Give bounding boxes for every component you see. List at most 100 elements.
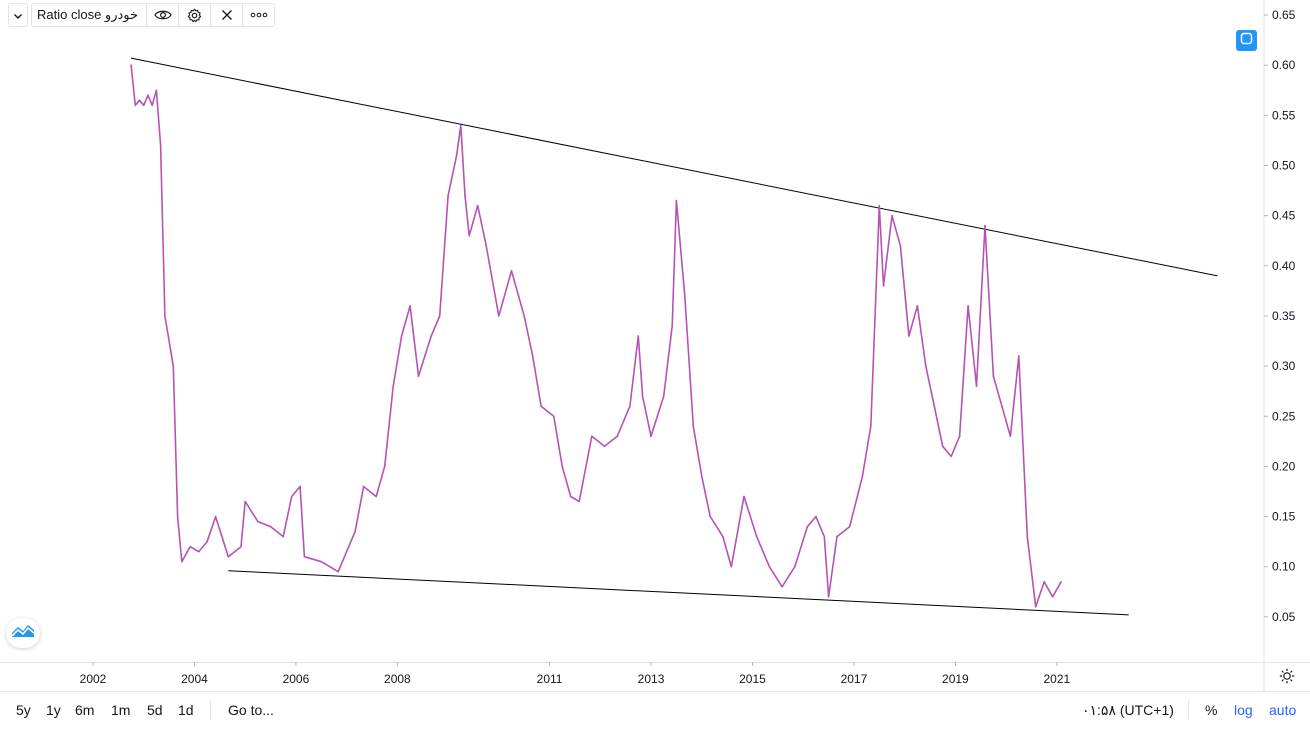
- data-point: [637, 335, 640, 337]
- data-point: [1018, 355, 1020, 357]
- trendline: [130, 57, 1218, 277]
- data-point: [383, 465, 386, 468]
- data-point: [933, 405, 936, 408]
- more-icon[interactable]: [242, 4, 274, 26]
- data-point: [455, 154, 458, 157]
- data-point: [908, 335, 910, 337]
- data-point: [958, 435, 961, 438]
- x-tick-label: 2006: [283, 672, 310, 686]
- data-point: [629, 405, 631, 408]
- close-icon[interactable]: [210, 4, 242, 26]
- data-point: [823, 535, 826, 538]
- data-point: [755, 535, 758, 538]
- data-point: [675, 199, 678, 202]
- data-point: [899, 244, 902, 247]
- data-point: [180, 560, 183, 563]
- data-point: [189, 545, 192, 548]
- range-6m-button[interactable]: 6m: [75, 702, 95, 718]
- range-5d-button[interactable]: 5d: [147, 702, 163, 718]
- y-tick-label: 0.10: [1272, 560, 1296, 574]
- data-point: [692, 425, 695, 428]
- y-tick-label: 0.55: [1272, 108, 1296, 122]
- data-point: [147, 94, 149, 97]
- chevron-down-icon: [13, 8, 23, 23]
- data-point: [806, 525, 809, 528]
- range-1d-button[interactable]: 1d: [178, 702, 194, 718]
- data-point: [925, 365, 927, 367]
- data-point: [891, 214, 893, 217]
- x-tick-label: 2008: [384, 672, 411, 686]
- auto-scale-button[interactable]: auto: [1269, 702, 1297, 718]
- y-tick-label: 0.30: [1272, 359, 1296, 373]
- x-tick-label: 2017: [841, 672, 868, 686]
- data-point: [848, 525, 851, 528]
- data-point: [700, 475, 703, 478]
- percent-scale-button[interactable]: %: [1205, 702, 1218, 718]
- price-axis[interactable]: 0.05 0.10 0.15 0.20 0.25 0.30 0.35 0.40 0.45 0.50…: [1264, 8, 1296, 624]
- study-title: Ratio close خودرو: [37, 7, 139, 22]
- data-point: [1001, 405, 1003, 408]
- data-point: [430, 335, 432, 337]
- range-5y-button[interactable]: 5y: [16, 702, 31, 718]
- data-point: [392, 385, 394, 387]
- data-point: [815, 515, 817, 518]
- data-point: [793, 565, 796, 568]
- data-point: [916, 305, 919, 307]
- data-point: [159, 144, 162, 147]
- y-tick-label: 0.05: [1272, 610, 1296, 624]
- data-point: [870, 425, 872, 428]
- data-point: [257, 520, 259, 523]
- data-point: [569, 495, 572, 498]
- data-point: [197, 550, 200, 553]
- series-legend: Ratio close خودرو: [8, 3, 276, 27]
- chart-settings-button[interactable]: [1277, 668, 1297, 688]
- eye-icon[interactable]: [146, 4, 178, 26]
- goto-button[interactable]: Go to...: [228, 702, 274, 718]
- data-point: [1043, 580, 1045, 583]
- data-point: [485, 244, 487, 247]
- data-point: [882, 285, 885, 287]
- data-point: [375, 495, 378, 498]
- x-tick-label: 2013: [638, 672, 665, 686]
- time-axis[interactable]: 2002 2004 2006 2008 2011 2013 2015 2017 2019 2021: [80, 662, 1071, 686]
- maximize-chart-button[interactable]: [1236, 30, 1257, 51]
- data-point: [781, 585, 783, 588]
- range-1y-button[interactable]: 1y: [46, 702, 61, 718]
- log-scale-button[interactable]: log: [1234, 702, 1253, 718]
- y-tick-label: 0.50: [1272, 159, 1296, 173]
- trendline: [228, 570, 1129, 616]
- timezone-button[interactable]: ۰۱:۵۸ (UTC+1): [1082, 702, 1174, 718]
- range-1m-button[interactable]: 1m: [111, 702, 131, 718]
- data-point: [142, 104, 145, 107]
- data-point: [498, 315, 500, 317]
- data-point: [743, 495, 745, 498]
- settings-gear-icon: [1279, 668, 1295, 689]
- data-point: [768, 565, 771, 568]
- x-tick-label: 2021: [1044, 672, 1071, 686]
- data-point: [1060, 580, 1062, 583]
- data-point: [616, 435, 619, 438]
- divider: [210, 700, 211, 720]
- data-point: [299, 485, 301, 488]
- gear-icon[interactable]: [178, 4, 210, 26]
- x-tick-label: 2015: [739, 672, 766, 686]
- y-tick-label: 0.45: [1272, 209, 1296, 223]
- tradingview-logo[interactable]: [6, 618, 40, 648]
- data-point: [476, 204, 479, 207]
- data-point: [155, 89, 158, 92]
- data-point: [303, 555, 306, 558]
- y-tick-label: 0.40: [1272, 259, 1296, 273]
- data-point: [354, 530, 356, 533]
- data-point: [134, 104, 137, 107]
- divider: [1188, 700, 1189, 720]
- data-point: [464, 194, 466, 197]
- plot-area[interactable]: [130, 57, 1218, 616]
- collapse-legend-button[interactable]: [8, 3, 28, 27]
- data-point: [578, 500, 580, 503]
- y-tick-label: 0.65: [1272, 8, 1296, 22]
- study-legend-item[interactable]: Ratio close خودرو: [31, 3, 276, 27]
- data-point: [641, 395, 644, 397]
